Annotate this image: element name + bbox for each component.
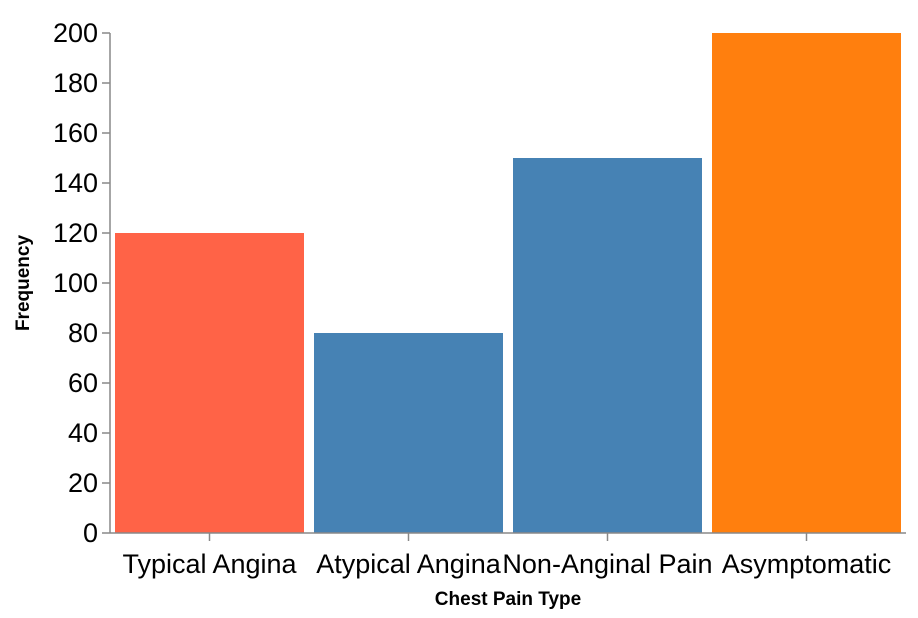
bars <box>115 33 901 533</box>
y-axis-ticks: 0 20 40 60 80 100 120 140 160 180 200 <box>53 18 110 548</box>
x-axis-ticks: Typical Angina Atypical Angina Non-Anginal… <box>122 533 891 579</box>
y-tick-label: 180 <box>53 68 98 98</box>
y-tick-label: 140 <box>53 168 98 198</box>
x-tick-label: Asymptomatic <box>722 549 892 579</box>
y-tick-label: 0 <box>83 518 98 548</box>
y-tick-label: 60 <box>68 368 98 398</box>
bar-typical-angina <box>115 233 304 533</box>
y-tick-label: 80 <box>68 318 98 348</box>
x-axis-title: Chest Pain Type <box>435 589 581 610</box>
y-tick-label: 160 <box>53 118 98 148</box>
x-tick-label: Atypical Angina <box>316 549 502 579</box>
y-tick-label: 40 <box>68 418 98 448</box>
y-tick-label: 100 <box>53 268 98 298</box>
y-tick-label: 20 <box>68 468 98 498</box>
bar-atypical-angina <box>314 333 503 533</box>
x-tick-label: Non-Anginal Pain <box>502 549 712 579</box>
y-axis-title: Frequency <box>13 235 34 332</box>
bar-asymptomatic <box>712 33 901 533</box>
y-tick-label: 120 <box>53 218 98 248</box>
y-tick-label: 200 <box>53 18 98 48</box>
bar-non-anginal-pain <box>513 158 702 533</box>
x-tick-label: Typical Angina <box>122 549 297 579</box>
